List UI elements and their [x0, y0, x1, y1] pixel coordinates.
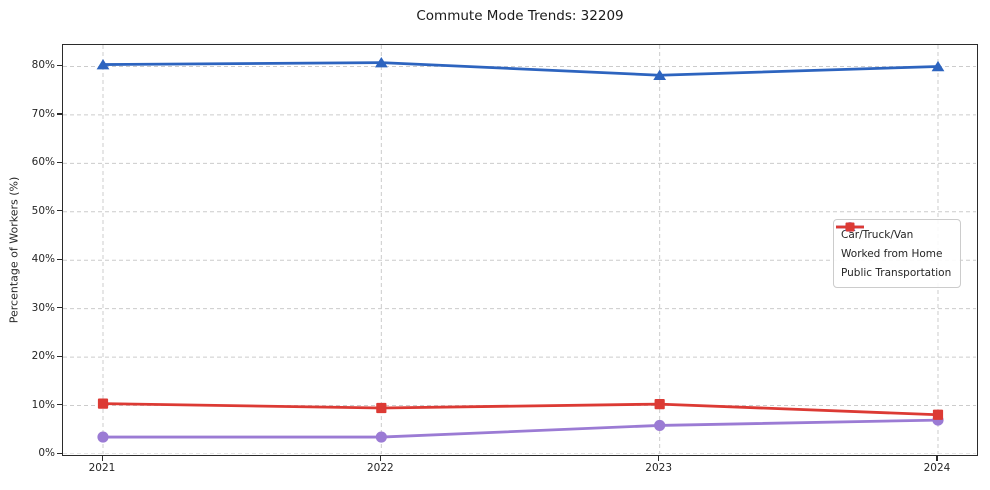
- legend-label: Public Transportation: [841, 266, 952, 279]
- triangle-marker-icon: [931, 60, 945, 72]
- series-line: [101, 402, 940, 417]
- circle-marker-icon: [654, 419, 666, 432]
- x-tick-mark: [936, 456, 938, 461]
- legend-item: Worked from Home: [836, 222, 951, 263]
- x-tick-label: 2023: [645, 462, 673, 474]
- triangle-marker-icon: [653, 69, 667, 80]
- legend: Car/Truck/Van Worked from Home Public Tran…: [833, 219, 962, 288]
- y-tick-label: 30%: [31, 301, 55, 314]
- legend-square-swatch-icon: [836, 222, 864, 232]
- series-line: [101, 61, 940, 77]
- square-marker-icon: [932, 409, 944, 420]
- y-tick-label: 70%: [31, 107, 55, 120]
- x-tick-mark: [658, 456, 660, 461]
- y-tick-label: 40%: [31, 253, 55, 266]
- y-tick-label: 60%: [31, 156, 55, 169]
- y-tick-label: 10%: [31, 398, 55, 411]
- x-tick-mark: [101, 456, 103, 461]
- circle-marker-icon: [97, 431, 109, 443]
- y-tick-label: 0%: [38, 447, 55, 459]
- triangle-marker-icon: [374, 57, 388, 68]
- y-tick-label: 50%: [31, 204, 55, 217]
- y-tick-mark: [57, 64, 62, 67]
- y-tick-label: 80%: [31, 59, 55, 72]
- circle-marker-icon: [375, 431, 387, 443]
- square-marker-icon: [97, 398, 109, 409]
- x-tick-label: 2022: [366, 462, 394, 474]
- y-tick-mark: [57, 404, 62, 406]
- y-tick-mark: [57, 210, 62, 212]
- legend-label: Car/Truck/Van: [841, 228, 914, 241]
- square-marker-icon: [654, 399, 665, 410]
- plot-area: Car/Truck/Van Worked from Home Public Tran…: [62, 44, 978, 456]
- y-tick-mark: [57, 113, 62, 115]
- y-tick-label: 20%: [31, 350, 55, 363]
- y-tick-mark: [57, 161, 62, 164]
- y-tick-mark: [57, 452, 62, 454]
- triangle-marker-icon: [96, 58, 110, 70]
- plot-canvas: [63, 45, 976, 454]
- y-tick-mark: [57, 355, 62, 357]
- square-marker-icon: [376, 402, 387, 414]
- x-tick-mark: [379, 456, 382, 461]
- legend-item: Public Transportation: [836, 222, 952, 282]
- chart-title: Commute Mode Trends: 32209: [416, 8, 624, 24]
- y-tick-mark: [57, 258, 62, 260]
- x-tick-label: 2024: [923, 462, 951, 474]
- y-tick-mark: [57, 307, 62, 309]
- x-tick-label: 2021: [88, 462, 116, 474]
- series-line: [101, 418, 940, 439]
- legend-label: Worked from Home: [841, 247, 943, 260]
